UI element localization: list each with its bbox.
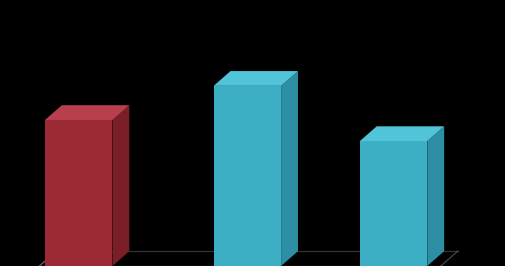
Polygon shape [45, 105, 129, 120]
Polygon shape [213, 86, 281, 266]
Polygon shape [213, 71, 297, 86]
Polygon shape [112, 105, 129, 266]
Polygon shape [359, 126, 443, 141]
Polygon shape [281, 71, 297, 266]
Polygon shape [426, 126, 443, 266]
Polygon shape [359, 141, 426, 266]
Polygon shape [45, 120, 112, 266]
